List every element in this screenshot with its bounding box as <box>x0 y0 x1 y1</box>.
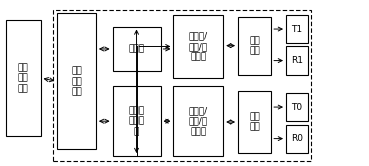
Bar <box>286 124 308 153</box>
Text: 图2  RM接口适配器功能框图: 图2 RM接口适配器功能框图 <box>112 165 198 166</box>
Bar <box>286 15 308 43</box>
Text: 任务
设备
接口: 任务 设备 接口 <box>18 63 28 93</box>
Text: R0: R0 <box>291 134 303 143</box>
Bar <box>238 17 271 75</box>
Bar <box>57 13 96 149</box>
Bar <box>113 86 161 156</box>
Text: 光电
转换: 光电 转换 <box>249 112 260 132</box>
Text: T0: T0 <box>292 103 303 112</box>
Text: 光电
转换: 光电 转换 <box>249 36 260 55</box>
Text: 存储器: 存储器 <box>128 44 145 53</box>
Text: 数据编/
解码/并
行处理: 数据编/ 解码/并 行处理 <box>189 32 208 61</box>
Bar <box>53 10 311 161</box>
Bar <box>173 86 223 156</box>
Bar <box>286 46 308 75</box>
Bar <box>286 93 308 121</box>
Bar <box>6 20 41 136</box>
Text: R1: R1 <box>291 56 303 65</box>
Bar <box>238 91 271 153</box>
Text: 协议
处理
模块: 协议 处理 模块 <box>71 66 82 96</box>
Text: 数据编/
解码/并
行处理: 数据编/ 解码/并 行处理 <box>189 106 208 136</box>
Bar <box>173 15 223 78</box>
Text: 网络管
理状态
机: 网络管 理状态 机 <box>128 106 145 136</box>
Text: T1: T1 <box>292 25 303 34</box>
Bar <box>113 27 161 71</box>
